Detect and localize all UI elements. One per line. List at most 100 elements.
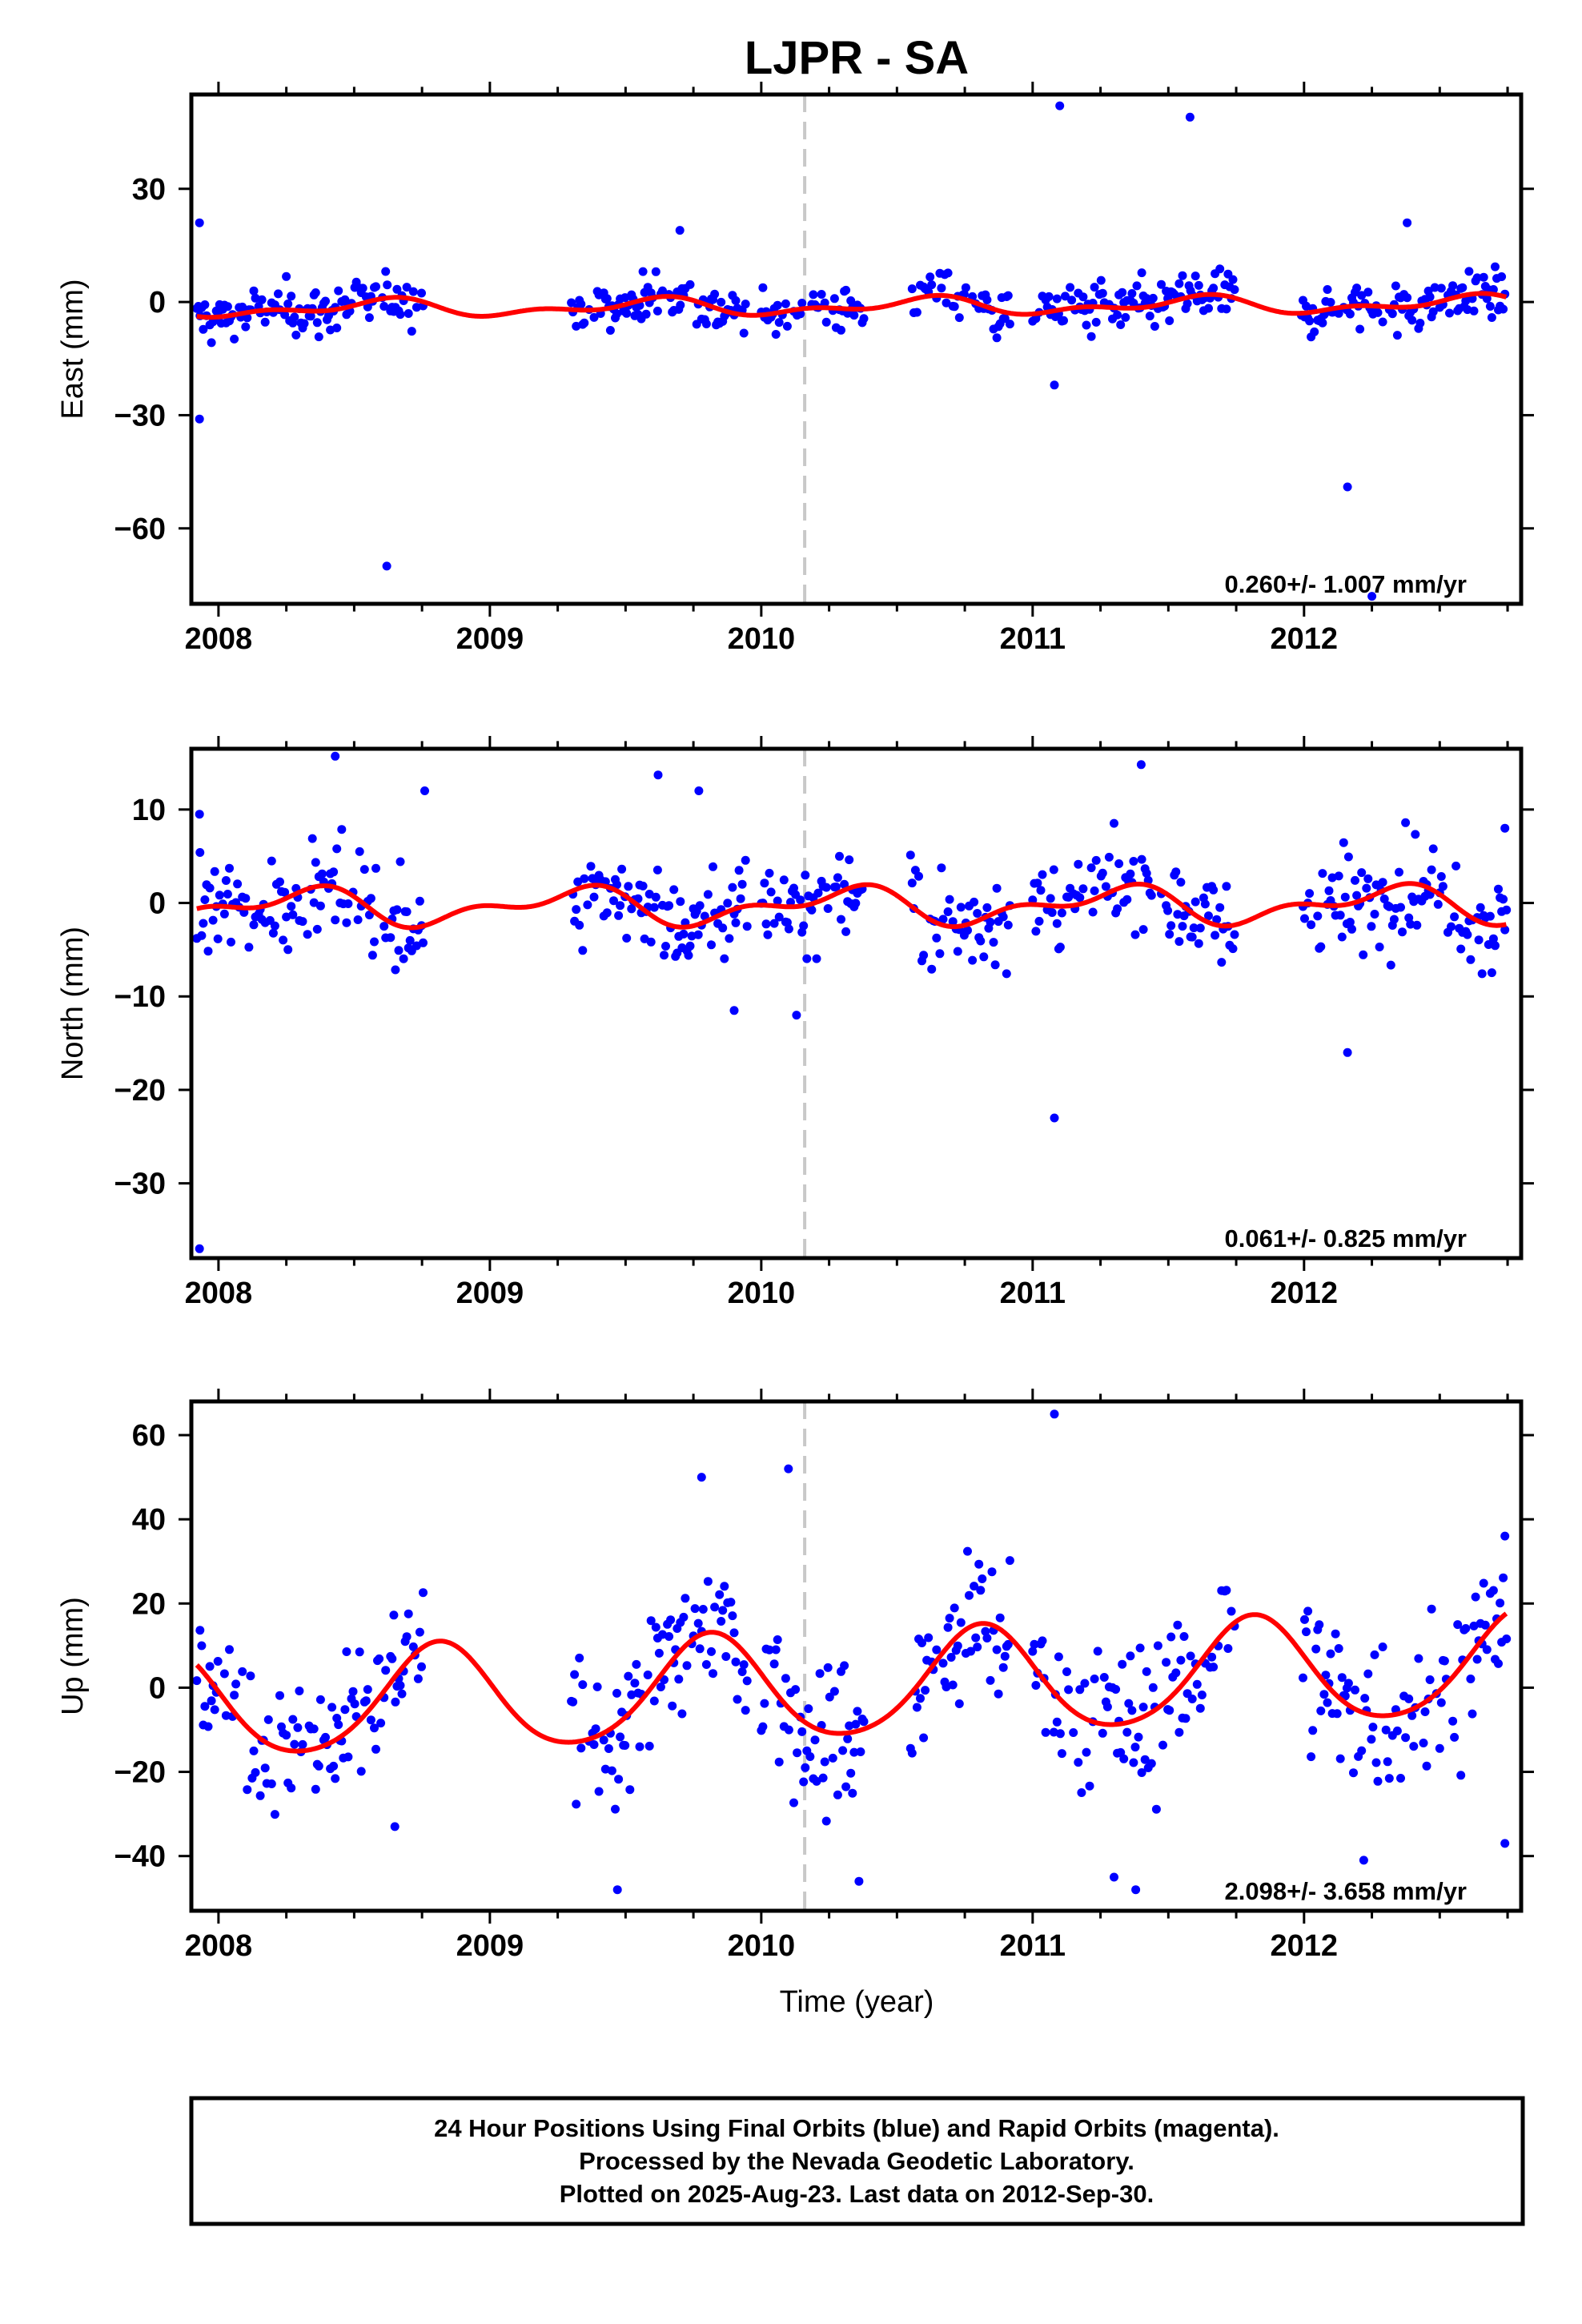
data-point <box>1468 1709 1477 1719</box>
data-point <box>950 1603 959 1613</box>
data-point <box>337 825 347 834</box>
data-point <box>589 312 599 322</box>
data-point <box>1469 306 1479 316</box>
data-point <box>1003 920 1013 930</box>
data-point <box>230 1691 239 1700</box>
data-point <box>1321 1671 1331 1680</box>
data-point <box>270 1810 279 1819</box>
data-point <box>1134 1732 1143 1742</box>
data-point <box>815 1669 825 1679</box>
data-point <box>379 922 389 931</box>
data-point <box>1078 292 1088 302</box>
data-point <box>937 863 946 873</box>
data-point <box>1228 944 1238 954</box>
data-point <box>1378 1642 1387 1651</box>
data-point <box>665 901 674 911</box>
data-point <box>200 1702 210 1711</box>
outlier-point <box>382 561 391 571</box>
data-point <box>853 1707 862 1716</box>
data-point <box>1428 844 1438 854</box>
data-point <box>383 280 392 290</box>
data-point <box>612 1688 621 1698</box>
data-point <box>413 1674 423 1683</box>
data-point <box>791 1685 801 1695</box>
data-point <box>833 873 842 883</box>
data-point <box>1438 882 1447 891</box>
outlier-point <box>195 218 204 227</box>
data-point <box>773 300 782 310</box>
data-point <box>391 965 400 975</box>
data-point <box>1114 859 1124 868</box>
data-point <box>1463 930 1472 939</box>
data-point <box>742 922 752 931</box>
data-point <box>1302 1627 1311 1637</box>
data-points <box>192 751 1512 1253</box>
data-point <box>1191 271 1200 281</box>
data-point <box>1061 292 1070 301</box>
data-point <box>244 943 254 952</box>
data-points <box>192 101 1510 601</box>
y-tick-label: 0 <box>149 887 166 921</box>
data-point <box>823 1663 833 1672</box>
data-point <box>1456 1771 1466 1780</box>
x-tick-label: 2009 <box>456 1929 524 1963</box>
x-tick-label: 2011 <box>1000 622 1066 656</box>
data-point <box>1391 281 1400 291</box>
x-tick-label: 2009 <box>456 1277 524 1310</box>
data-point <box>992 333 1002 343</box>
data-point <box>1343 1679 1353 1688</box>
data-point <box>1228 275 1238 284</box>
data-point <box>1044 292 1054 301</box>
data-point <box>263 1715 273 1724</box>
data-point <box>731 1657 741 1667</box>
data-point <box>1124 1699 1134 1708</box>
data-point <box>578 1680 588 1690</box>
data-point <box>404 1609 413 1618</box>
data-point <box>1204 304 1213 313</box>
north-panel: 2008 2009 2010 2011 2012 10 0 −10 −20 −30 North (m… <box>56 736 1534 1310</box>
data-point <box>213 934 223 943</box>
data-point <box>371 863 380 873</box>
data-point <box>1113 310 1122 320</box>
data-point <box>1150 322 1159 331</box>
data-point <box>1331 1629 1340 1638</box>
data-point <box>665 1632 674 1641</box>
data-point <box>329 1761 339 1771</box>
data-point <box>1428 307 1438 316</box>
data-point <box>1052 1717 1062 1727</box>
data-point <box>1433 899 1443 909</box>
data-point <box>1487 313 1496 322</box>
data-point <box>907 284 917 294</box>
outlier-point <box>1500 823 1510 833</box>
x-tick-label: 2010 <box>728 1929 796 1963</box>
data-point <box>612 309 621 319</box>
data-point <box>221 1711 231 1720</box>
x-tick-label: 2008 <box>185 1929 253 1963</box>
data-point <box>1466 1675 1476 1683</box>
velocity-label: 0.061+/- 0.825 mm/yr <box>1225 1224 1467 1252</box>
data-point <box>924 1633 934 1642</box>
data-point <box>396 1681 405 1691</box>
data-point <box>1499 1573 1508 1582</box>
y-tick-label: 20 <box>132 1587 166 1621</box>
data-point <box>1396 1774 1405 1783</box>
data-point <box>1456 944 1466 954</box>
data-point <box>998 1663 1008 1672</box>
data-point <box>859 314 869 324</box>
data-point <box>192 1676 202 1686</box>
data-point <box>1471 1592 1480 1602</box>
data-point <box>914 871 923 881</box>
data-point <box>835 851 844 861</box>
data-point <box>956 903 966 912</box>
data-point <box>1077 1788 1086 1797</box>
data-point <box>1482 294 1492 304</box>
data-point <box>625 1785 635 1795</box>
data-point <box>1046 894 1055 903</box>
data-point <box>417 288 426 298</box>
data-point <box>1197 1691 1207 1699</box>
data-point <box>1452 861 1461 870</box>
data-point <box>1166 921 1176 931</box>
data-point <box>758 1722 768 1731</box>
data-point <box>1174 279 1184 288</box>
data-point <box>1187 1695 1197 1703</box>
